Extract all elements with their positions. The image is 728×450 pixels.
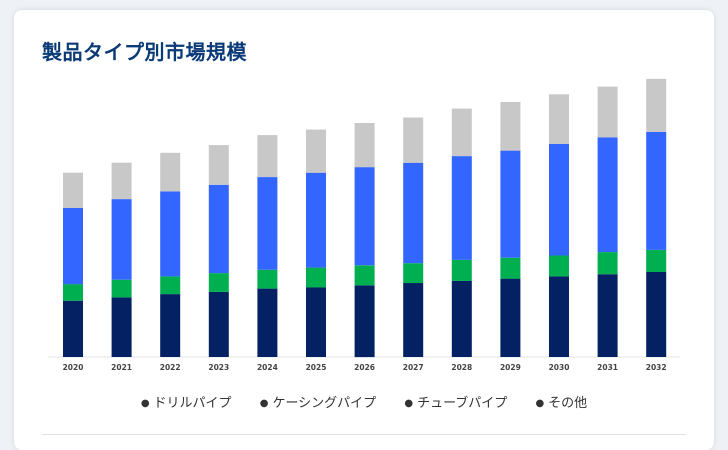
bar-segment-2022-s1 <box>160 276 181 295</box>
chart-card: 製品タイプ別市場規模 2020 2021 2022 2023 2024 2025 2026 2… <box>14 10 714 450</box>
bar-segment-2021-s2 <box>111 199 132 280</box>
bar-segment-2026-s3 <box>354 123 375 168</box>
legend-bullet: ● <box>404 398 414 409</box>
x-tick-label: 2028 <box>451 363 472 372</box>
bar-segment-2025-s3 <box>306 129 326 173</box>
legend-label: チューブパイプ <box>417 396 508 411</box>
x-tick-label: 2023 <box>208 363 229 372</box>
bar-segment-2026-s0 <box>354 285 375 358</box>
bar-segment-2023-s0 <box>208 291 229 357</box>
bar-segment-2020-s2 <box>63 208 83 285</box>
bar-segment-2032-s1 <box>646 249 667 272</box>
bar-segment-2029-s3 <box>500 102 521 151</box>
bar-segment-2029-s1 <box>500 257 521 279</box>
legend-item-drill-pipe[interactable]: ● ドリルパイプ <box>141 392 232 411</box>
x-tick-label: 2027 <box>403 363 424 372</box>
bar-segment-2024-s1 <box>257 269 278 289</box>
bar-segment-2027-s2 <box>403 162 424 264</box>
bar-segment-2025-s2 <box>306 172 326 268</box>
bar-segment-2027-s3 <box>403 117 424 163</box>
bar-segment-2025-s0 <box>306 287 326 357</box>
x-tick-labels: 2020 2021 2022 2023 2024 2025 2026 2027 2028 2029… <box>63 363 667 372</box>
bar-segment-2030-s0 <box>549 276 569 357</box>
bar-segment-2031-s2 <box>597 137 618 253</box>
bar-segment-2031-s3 <box>597 86 618 138</box>
x-tick-label: 2025 <box>306 363 327 372</box>
chart-title: 製品タイプ別市場規模 <box>42 40 247 64</box>
divider <box>42 434 686 435</box>
legend-item-other[interactable]: ● その他 <box>535 392 587 411</box>
bar-segment-2031-s0 <box>597 274 618 357</box>
bar-segment-2028-s0 <box>451 280 472 357</box>
bar-segment-2028-s2 <box>451 156 472 260</box>
bar-segment-2023-s2 <box>208 184 229 274</box>
bar-segment-2032-s2 <box>646 131 667 250</box>
x-tick-label: 2021 <box>111 363 132 372</box>
x-tick-label: 2024 <box>257 363 278 372</box>
bar-segment-2023-s3 <box>208 145 229 185</box>
x-tick-label: 2026 <box>354 363 375 372</box>
bar-segment-2026-s2 <box>354 167 375 266</box>
bar-segment-2024-s2 <box>257 177 278 270</box>
bar-segment-2029-s0 <box>500 278 521 357</box>
bar-segment-2030-s2 <box>549 144 569 256</box>
bar-segment-2031-s1 <box>597 252 618 275</box>
bar-segment-2025-s1 <box>306 267 326 288</box>
x-tick-label: 2022 <box>160 363 181 372</box>
bar-segment-2021-s0 <box>111 297 132 357</box>
bar-segment-2024-s3 <box>257 135 278 177</box>
legend-label: ケーシングパイプ <box>272 396 377 411</box>
x-tick-label: 2020 <box>63 363 84 372</box>
legend-bullet: ● <box>259 398 269 409</box>
bar-segment-2024-s0 <box>257 288 278 357</box>
bar-segment-2028-s3 <box>451 108 472 157</box>
legend-label: ドリルパイプ <box>153 396 232 411</box>
bar-segment-2023-s1 <box>208 273 229 292</box>
bar-segment-2030-s3 <box>549 94 569 144</box>
bar-segment-2028-s1 <box>451 259 472 281</box>
bar-segment-2027-s0 <box>403 283 424 357</box>
legend-label: その他 <box>548 396 588 411</box>
bar-segment-2022-s3 <box>160 152 181 192</box>
bar-segment-2026-s1 <box>354 265 375 286</box>
legend-bullet: ● <box>535 398 545 409</box>
x-tick-label: 2032 <box>646 363 667 372</box>
stacked-bar-chart: 2020 2021 2022 2023 2024 2025 2026 2027 2028 2029… <box>48 78 680 372</box>
x-tick-label: 2031 <box>597 363 618 372</box>
bar-segment-2020-s0 <box>63 300 83 357</box>
legend-bullet: ● <box>140 398 150 409</box>
bar-segment-2020-s3 <box>63 172 83 208</box>
legend-item-casing-pipe[interactable]: ● ケーシングパイプ <box>260 392 376 411</box>
bar-segment-2021-s1 <box>111 279 132 298</box>
bar-segment-2021-s3 <box>111 162 132 200</box>
bar-segment-2022-s2 <box>160 191 181 277</box>
legend: ● ドリルパイプ ● ケーシングパイプ ● チューブパイプ ● その他 <box>14 392 714 411</box>
bar-segment-2032-s0 <box>646 272 667 357</box>
bar-segment-2029-s2 <box>500 150 521 258</box>
bar-segment-2020-s1 <box>63 284 83 301</box>
legend-item-tubing-pipe[interactable]: ● チューブパイプ <box>404 392 507 411</box>
bar-segment-2032-s3 <box>646 78 667 132</box>
bar-segment-2027-s1 <box>403 263 424 284</box>
bar-segment-2022-s0 <box>160 294 181 357</box>
x-tick-label: 2029 <box>500 363 521 372</box>
bar-segment-2030-s1 <box>549 255 569 277</box>
x-tick-label: 2030 <box>549 363 570 372</box>
bars-group <box>63 78 667 358</box>
